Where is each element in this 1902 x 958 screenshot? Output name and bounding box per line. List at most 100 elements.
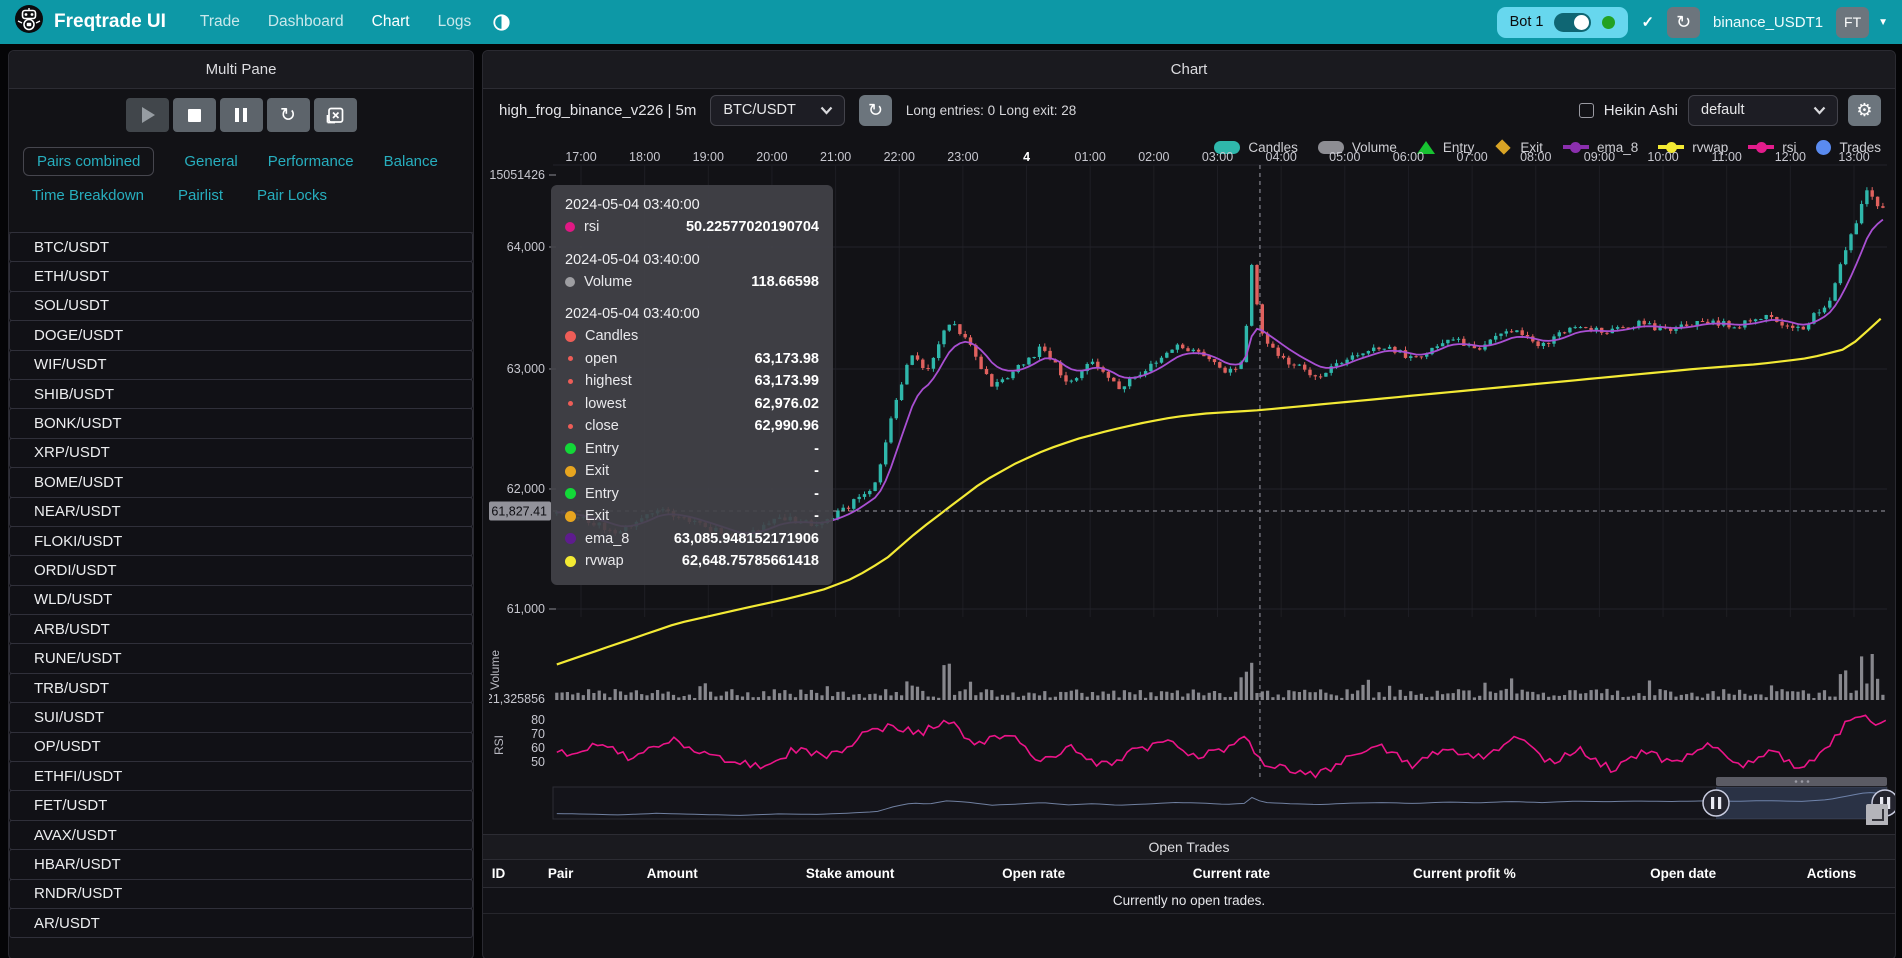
open-trades-title: Open Trades	[483, 834, 1895, 860]
column-header-stake-amount[interactable]: Stake amount	[805, 866, 895, 881]
nav-link-chart[interactable]: Chart	[371, 13, 410, 30]
legend-label: Volume	[1351, 139, 1397, 155]
multi-pane-title: Multi Pane	[9, 51, 473, 89]
pair-select[interactable]: BTC/USDT	[710, 94, 845, 126]
plot-config-value: default	[1701, 102, 1745, 118]
legend-rsi-marker-icon	[1748, 141, 1775, 154]
pair-row-shib[interactable]: SHIB/USDT	[9, 378, 473, 410]
refresh-button[interactable]: ↻	[266, 98, 310, 132]
pair-row-trb[interactable]: TRB/USDT	[9, 672, 473, 704]
pair-row-fet[interactable]: FET/USDT	[9, 790, 473, 821]
column-header-amount[interactable]: Amount	[646, 866, 698, 881]
tooltip-label: open	[585, 350, 618, 367]
column-header-current-rate[interactable]: Current rate	[1192, 866, 1270, 881]
pair-row-avax[interactable]: AVAX/USDT	[9, 819, 473, 851]
tooltip-label: Entry	[585, 485, 619, 502]
pair-row-bome[interactable]: BOME/USDT	[9, 467, 473, 498]
legend-item-trades[interactable]: Trades	[1816, 139, 1881, 155]
pair-row-doge[interactable]: DOGE/USDT	[9, 320, 473, 351]
bot-selector[interactable]: Bot 1	[1496, 6, 1629, 38]
bot-toggle[interactable]	[1554, 12, 1592, 32]
svg-text:17:00: 17:00	[565, 150, 596, 164]
legend-item-rsi[interactable]: rsi	[1748, 140, 1796, 155]
pair-row-wif[interactable]: WIF/USDT	[9, 349, 473, 380]
column-header-current-profit-[interactable]: Current profit %	[1412, 866, 1516, 881]
series-dot-icon	[565, 465, 576, 477]
play-button[interactable]	[125, 98, 169, 132]
pair-row-ar[interactable]: AR/USDT	[9, 907, 473, 939]
legend-item-exit[interactable]: Exit	[1494, 139, 1543, 155]
tooltip-section: 2024-05-04 03:40:00 Volume 118.66598	[565, 252, 819, 294]
nav-link-dashboard[interactable]: Dashboard	[267, 13, 344, 30]
tooltip-row: Exit -	[565, 505, 819, 528]
legend-item-volume[interactable]: Volume	[1317, 139, 1397, 155]
tooltip-row: Exit -	[565, 460, 819, 483]
tooltip-value: 62,976.02	[754, 395, 819, 412]
column-header-actions[interactable]: Actions	[1806, 866, 1857, 881]
brand[interactable]: Freqtrade UI	[14, 4, 166, 40]
series-dot-icon	[565, 510, 576, 522]
heikin-ashi-checkbox[interactable]	[1578, 102, 1594, 118]
column-header-open-date[interactable]: Open date	[1650, 866, 1717, 881]
svg-text:08:00: 08:00	[1520, 150, 1551, 164]
clear-log-button[interactable]	[313, 98, 357, 132]
pair-row-rndr[interactable]: RNDR/USDT	[9, 878, 473, 909]
tab-balance[interactable]: Balance	[383, 152, 438, 170]
pair-row-sol[interactable]: SOL/USDT	[9, 290, 473, 322]
pair-row-op[interactable]: OP/USDT	[9, 731, 473, 763]
column-header-pair[interactable]: Pair	[547, 866, 574, 881]
legend-item-candles[interactable]: Candles	[1214, 140, 1298, 155]
tooltip-label: lowest	[585, 395, 627, 412]
legend-item-entry[interactable]: Entry	[1416, 140, 1474, 155]
pair-row-btc[interactable]: BTC/USDT	[9, 232, 473, 263]
pair-row-xrp[interactable]: XRP/USDT	[9, 437, 473, 469]
check-icon: ✓	[1641, 14, 1655, 31]
svg-text:61,827.41: 61,827.41	[491, 505, 547, 519]
legend-entry-marker-icon	[1416, 140, 1435, 154]
pause-button[interactable]	[219, 98, 263, 132]
svg-text:05:00: 05:00	[1329, 150, 1360, 164]
series-dot-icon	[565, 276, 575, 287]
chart-area[interactable]: 17:00 18:00 19:00 20:00 21:00 22:00 23:00 4 01:0…	[489, 147, 1895, 825]
legend-item-rvwap[interactable]: rvwap	[1658, 140, 1728, 155]
svg-text:80: 80	[531, 713, 545, 727]
pair-row-ethfi[interactable]: ETHFI/USDT	[9, 761, 473, 792]
column-header-open-rate[interactable]: Open rate	[1002, 866, 1066, 881]
chevron-down-icon	[1813, 106, 1826, 115]
pair-row-wld[interactable]: WLD/USDT	[9, 584, 473, 616]
svg-text:01:00: 01:00	[1075, 150, 1106, 164]
gear-icon: ⚙	[1856, 99, 1873, 121]
pair-row-sui[interactable]: SUI/USDT	[9, 702, 473, 733]
tab-pairs-combined[interactable]: Pairs combined	[23, 146, 155, 176]
column-header-id[interactable]: ID	[491, 866, 506, 881]
nav-link-trade[interactable]: Trade	[199, 13, 240, 30]
pair-row-near[interactable]: NEAR/USDT	[9, 496, 473, 527]
avatar-menu-caret-icon[interactable]: ▼	[1878, 16, 1888, 28]
legend-label: rvwap	[1692, 139, 1729, 155]
pair-row-ordi[interactable]: ORDI/USDT	[9, 555, 473, 586]
pair-row-hbar[interactable]: HBAR/USDT	[9, 849, 473, 880]
chart-refresh-button[interactable]: ↻	[858, 94, 892, 126]
tab-performance[interactable]: Performance	[267, 152, 354, 170]
tab-time-breakdown[interactable]: Time Breakdown	[32, 186, 144, 204]
plot-config-select[interactable]: default	[1688, 94, 1838, 126]
play-icon	[142, 107, 155, 123]
pair-row-arb[interactable]: ARB/USDT	[9, 614, 473, 645]
theme-toggle-icon[interactable]	[493, 13, 510, 31]
tooltip-value: 63,085.948152171906	[673, 530, 819, 547]
pair-row-floki[interactable]: FLOKI/USDT	[9, 525, 473, 557]
legend-item-ema_8[interactable]: ema_8	[1562, 140, 1638, 155]
tooltip-label: rsi	[584, 219, 600, 236]
navbar: Freqtrade UI Trade Dashboard Chart Logs Bot…	[0, 0, 1902, 44]
tab-pairlist[interactable]: Pairlist	[178, 186, 224, 204]
stop-button[interactable]	[172, 98, 216, 132]
pair-row-eth[interactable]: ETH/USDT	[9, 261, 473, 292]
plot-settings-button[interactable]: ⚙	[1848, 94, 1881, 126]
tab-general[interactable]: General	[184, 152, 238, 170]
reload-bot-button[interactable]: ↻	[1667, 6, 1701, 38]
tab-pair-locks[interactable]: Pair Locks	[257, 186, 328, 204]
pair-row-rune[interactable]: RUNE/USDT	[9, 643, 473, 674]
avatar[interactable]: FT	[1836, 6, 1870, 38]
nav-link-logs[interactable]: Logs	[437, 13, 472, 30]
pair-row-bonk[interactable]: BONK/USDT	[9, 408, 473, 439]
